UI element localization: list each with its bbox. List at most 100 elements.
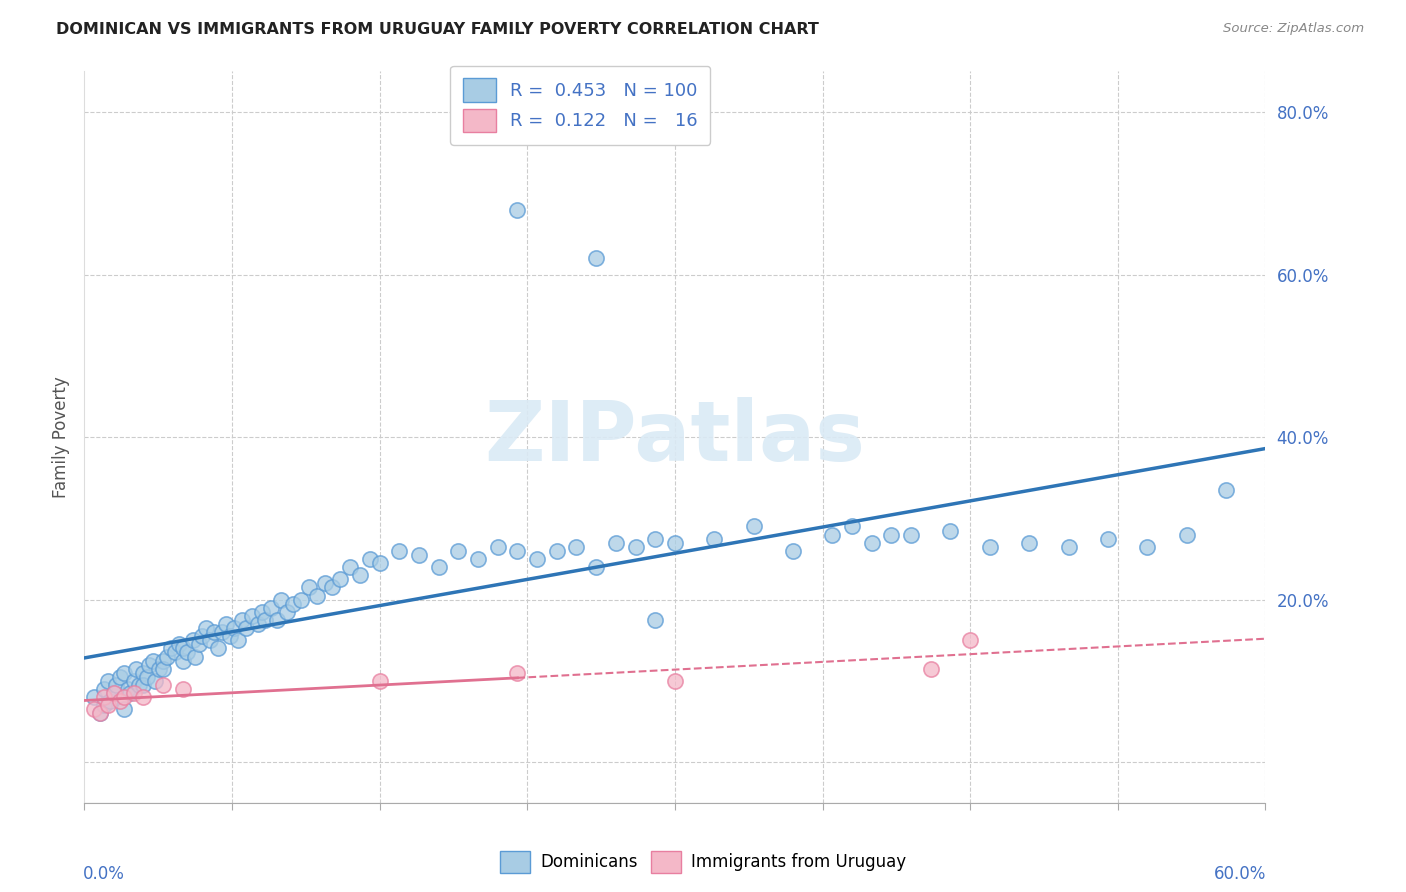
- Point: [89, 706, 111, 721]
- Text: 0.0%: 0.0%: [83, 865, 125, 883]
- Point: [104, 678, 127, 692]
- Point: [195, 621, 218, 635]
- Point: [122, 686, 145, 700]
- Point: [546, 544, 568, 558]
- Point: [160, 641, 183, 656]
- Point: [1175, 527, 1198, 541]
- Point: [314, 576, 336, 591]
- Point: [103, 686, 125, 700]
- Point: [349, 568, 371, 582]
- Point: [703, 532, 725, 546]
- Point: [97, 673, 120, 688]
- Point: [152, 662, 174, 676]
- Point: [900, 527, 922, 541]
- Point: [664, 673, 686, 688]
- Point: [93, 690, 115, 705]
- Point: [181, 633, 204, 648]
- Point: [112, 702, 135, 716]
- Point: [219, 629, 242, 643]
- Point: [148, 662, 170, 676]
- Text: DOMINICAN VS IMMIGRANTS FROM URUGUAY FAMILY POVERTY CORRELATION CHART: DOMINICAN VS IMMIGRANTS FROM URUGUAY FAM…: [56, 22, 820, 37]
- Point: [112, 690, 135, 705]
- Point: [250, 605, 273, 619]
- Point: [321, 581, 343, 595]
- Point: [142, 654, 165, 668]
- Point: [207, 641, 229, 656]
- Point: [959, 633, 981, 648]
- Legend: R =  0.453   N = 100, R =  0.122   N =   16: R = 0.453 N = 100, R = 0.122 N = 16: [450, 66, 710, 145]
- Point: [132, 690, 155, 705]
- Point: [979, 540, 1001, 554]
- Point: [172, 654, 194, 668]
- Text: Source: ZipAtlas.com: Source: ZipAtlas.com: [1223, 22, 1364, 36]
- Text: 60.0%: 60.0%: [1215, 865, 1267, 883]
- Point: [167, 637, 190, 651]
- Point: [939, 524, 962, 538]
- Point: [202, 625, 225, 640]
- Point: [305, 589, 328, 603]
- Point: [290, 592, 312, 607]
- Point: [368, 556, 391, 570]
- Point: [128, 678, 150, 692]
- Point: [122, 673, 145, 688]
- Point: [222, 621, 245, 635]
- Point: [98, 694, 121, 708]
- Point: [89, 706, 111, 721]
- Point: [240, 608, 263, 623]
- Point: [266, 613, 288, 627]
- Point: [408, 548, 430, 562]
- Point: [1057, 540, 1080, 554]
- Point: [664, 535, 686, 549]
- Point: [585, 560, 607, 574]
- Legend: Dominicans, Immigrants from Uruguay: Dominicans, Immigrants from Uruguay: [494, 845, 912, 880]
- Point: [880, 527, 903, 541]
- Point: [83, 702, 105, 716]
- Point: [215, 617, 238, 632]
- Point: [226, 633, 249, 648]
- Point: [235, 621, 257, 635]
- Point: [447, 544, 470, 558]
- Point: [605, 535, 627, 549]
- Point: [281, 597, 304, 611]
- Point: [506, 202, 529, 217]
- Point: [108, 670, 131, 684]
- Point: [152, 654, 174, 668]
- Point: [585, 252, 607, 266]
- Point: [260, 600, 283, 615]
- Point: [163, 645, 186, 659]
- Point: [97, 698, 120, 713]
- Point: [841, 519, 863, 533]
- Point: [920, 662, 942, 676]
- Point: [103, 686, 125, 700]
- Point: [172, 641, 194, 656]
- Point: [368, 673, 391, 688]
- Point: [1097, 532, 1119, 546]
- Point: [172, 681, 194, 696]
- Point: [117, 681, 139, 696]
- Point: [644, 532, 666, 546]
- Point: [644, 613, 666, 627]
- Text: ZIPatlas: ZIPatlas: [485, 397, 865, 477]
- Point: [506, 544, 529, 558]
- Point: [276, 605, 298, 619]
- Point: [93, 698, 115, 713]
- Point: [254, 613, 277, 627]
- Point: [143, 673, 166, 688]
- Point: [565, 540, 588, 554]
- Y-axis label: Family Poverty: Family Poverty: [52, 376, 70, 498]
- Point: [112, 665, 135, 680]
- Point: [83, 690, 105, 705]
- Point: [486, 540, 509, 554]
- Point: [782, 544, 804, 558]
- Point: [138, 657, 160, 672]
- Point: [860, 535, 883, 549]
- Point: [211, 625, 233, 640]
- Point: [124, 662, 146, 676]
- Point: [93, 681, 115, 696]
- Point: [132, 678, 155, 692]
- Point: [156, 649, 179, 664]
- Point: [506, 665, 529, 680]
- Point: [329, 572, 352, 586]
- Point: [359, 552, 381, 566]
- Point: [187, 637, 209, 651]
